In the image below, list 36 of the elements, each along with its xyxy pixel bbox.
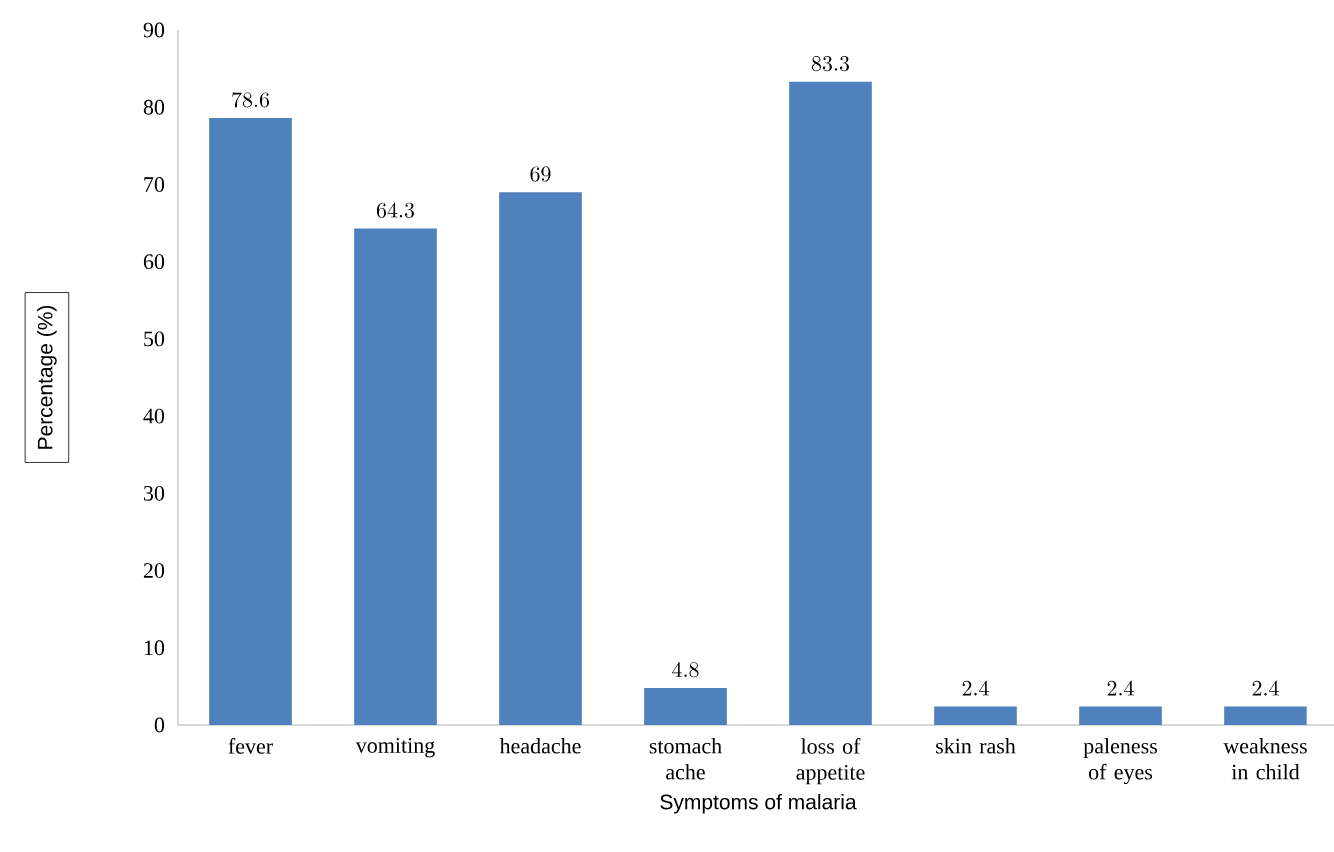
bar <box>934 706 1017 725</box>
x-tick-label: skin rash <box>936 738 1016 754</box>
x-tick-label: loss of appetite <box>796 738 865 785</box>
x-axis-title: Symptoms of malaria <box>660 793 857 814</box>
y-tick-label: 90 <box>143 22 165 38</box>
y-tick-label: 50 <box>144 331 165 347</box>
data-label: 69 <box>530 166 551 182</box>
data-label: 4.8 <box>672 662 699 678</box>
data-label: 2.4 <box>1107 680 1134 696</box>
x-tick-label: headache <box>499 738 581 754</box>
x-tick-label: paleness of eyes <box>1083 738 1157 785</box>
bar <box>789 81 872 725</box>
y-tick-label: 70 <box>144 177 165 192</box>
data-label: 2.4 <box>1252 680 1279 696</box>
y-tick-label: 0 <box>154 717 165 733</box>
bar <box>1224 706 1307 725</box>
y-tick-label: 80 <box>143 99 165 115</box>
x-tick-label: weakness in child <box>1223 738 1307 780</box>
data-label: 64.3 <box>376 202 415 218</box>
data-label: 2.4 <box>962 680 989 696</box>
x-tick-label: stomach ache <box>649 738 722 780</box>
y-axis-title: Percentage (%) <box>37 305 57 449</box>
bar <box>644 687 727 725</box>
x-tick-label: vomiting <box>355 738 435 758</box>
y-tick-label: 30 <box>144 485 165 501</box>
y-tick-label: 40 <box>143 408 165 424</box>
bar <box>209 118 292 725</box>
y-tick-label: 10 <box>144 640 165 656</box>
data-label: 83.3 <box>811 56 850 72</box>
data-label: 78.6 <box>232 92 270 108</box>
x-tick-label: fever <box>228 738 273 754</box>
y-tick-label: 20 <box>143 563 165 578</box>
bar <box>354 228 437 725</box>
bar <box>1079 706 1162 725</box>
y-tick-label: 60 <box>143 254 165 270</box>
bar <box>499 192 582 725</box>
